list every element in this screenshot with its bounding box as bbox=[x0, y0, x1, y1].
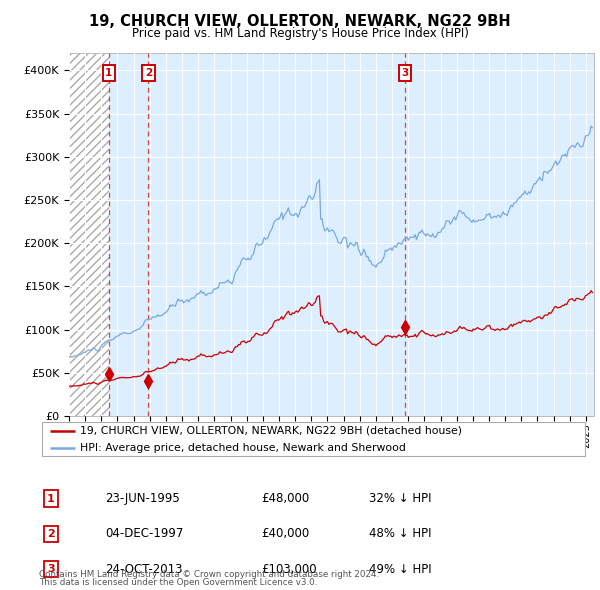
Text: £103,000: £103,000 bbox=[261, 563, 317, 576]
Text: 19, CHURCH VIEW, OLLERTON, NEWARK, NG22 9BH (detached house): 19, CHURCH VIEW, OLLERTON, NEWARK, NG22 … bbox=[80, 425, 462, 435]
Text: 23-JUN-1995: 23-JUN-1995 bbox=[105, 492, 180, 505]
Text: 24-OCT-2013: 24-OCT-2013 bbox=[105, 563, 182, 576]
Text: 1: 1 bbox=[105, 68, 113, 78]
Text: 2: 2 bbox=[145, 68, 152, 78]
Bar bbox=[69, 53, 109, 416]
Text: £48,000: £48,000 bbox=[261, 492, 309, 505]
Text: HPI: Average price, detached house, Newark and Sherwood: HPI: Average price, detached house, Newa… bbox=[80, 443, 406, 453]
Text: 19, CHURCH VIEW, OLLERTON, NEWARK, NG22 9BH: 19, CHURCH VIEW, OLLERTON, NEWARK, NG22 … bbox=[89, 14, 511, 30]
Text: £40,000: £40,000 bbox=[261, 527, 309, 540]
Text: 48% ↓ HPI: 48% ↓ HPI bbox=[369, 527, 431, 540]
Text: 1: 1 bbox=[47, 494, 55, 503]
Text: This data is licensed under the Open Government Licence v3.0.: This data is licensed under the Open Gov… bbox=[39, 578, 317, 587]
Text: 2: 2 bbox=[47, 529, 55, 539]
Text: 3: 3 bbox=[401, 68, 409, 78]
Text: Contains HM Land Registry data © Crown copyright and database right 2024.: Contains HM Land Registry data © Crown c… bbox=[39, 571, 379, 579]
Text: 3: 3 bbox=[47, 565, 55, 574]
Text: Price paid vs. HM Land Registry's House Price Index (HPI): Price paid vs. HM Land Registry's House … bbox=[131, 27, 469, 40]
Text: 32% ↓ HPI: 32% ↓ HPI bbox=[369, 492, 431, 505]
Text: 04-DEC-1997: 04-DEC-1997 bbox=[105, 527, 184, 540]
Text: 49% ↓ HPI: 49% ↓ HPI bbox=[369, 563, 431, 576]
FancyBboxPatch shape bbox=[42, 422, 585, 456]
